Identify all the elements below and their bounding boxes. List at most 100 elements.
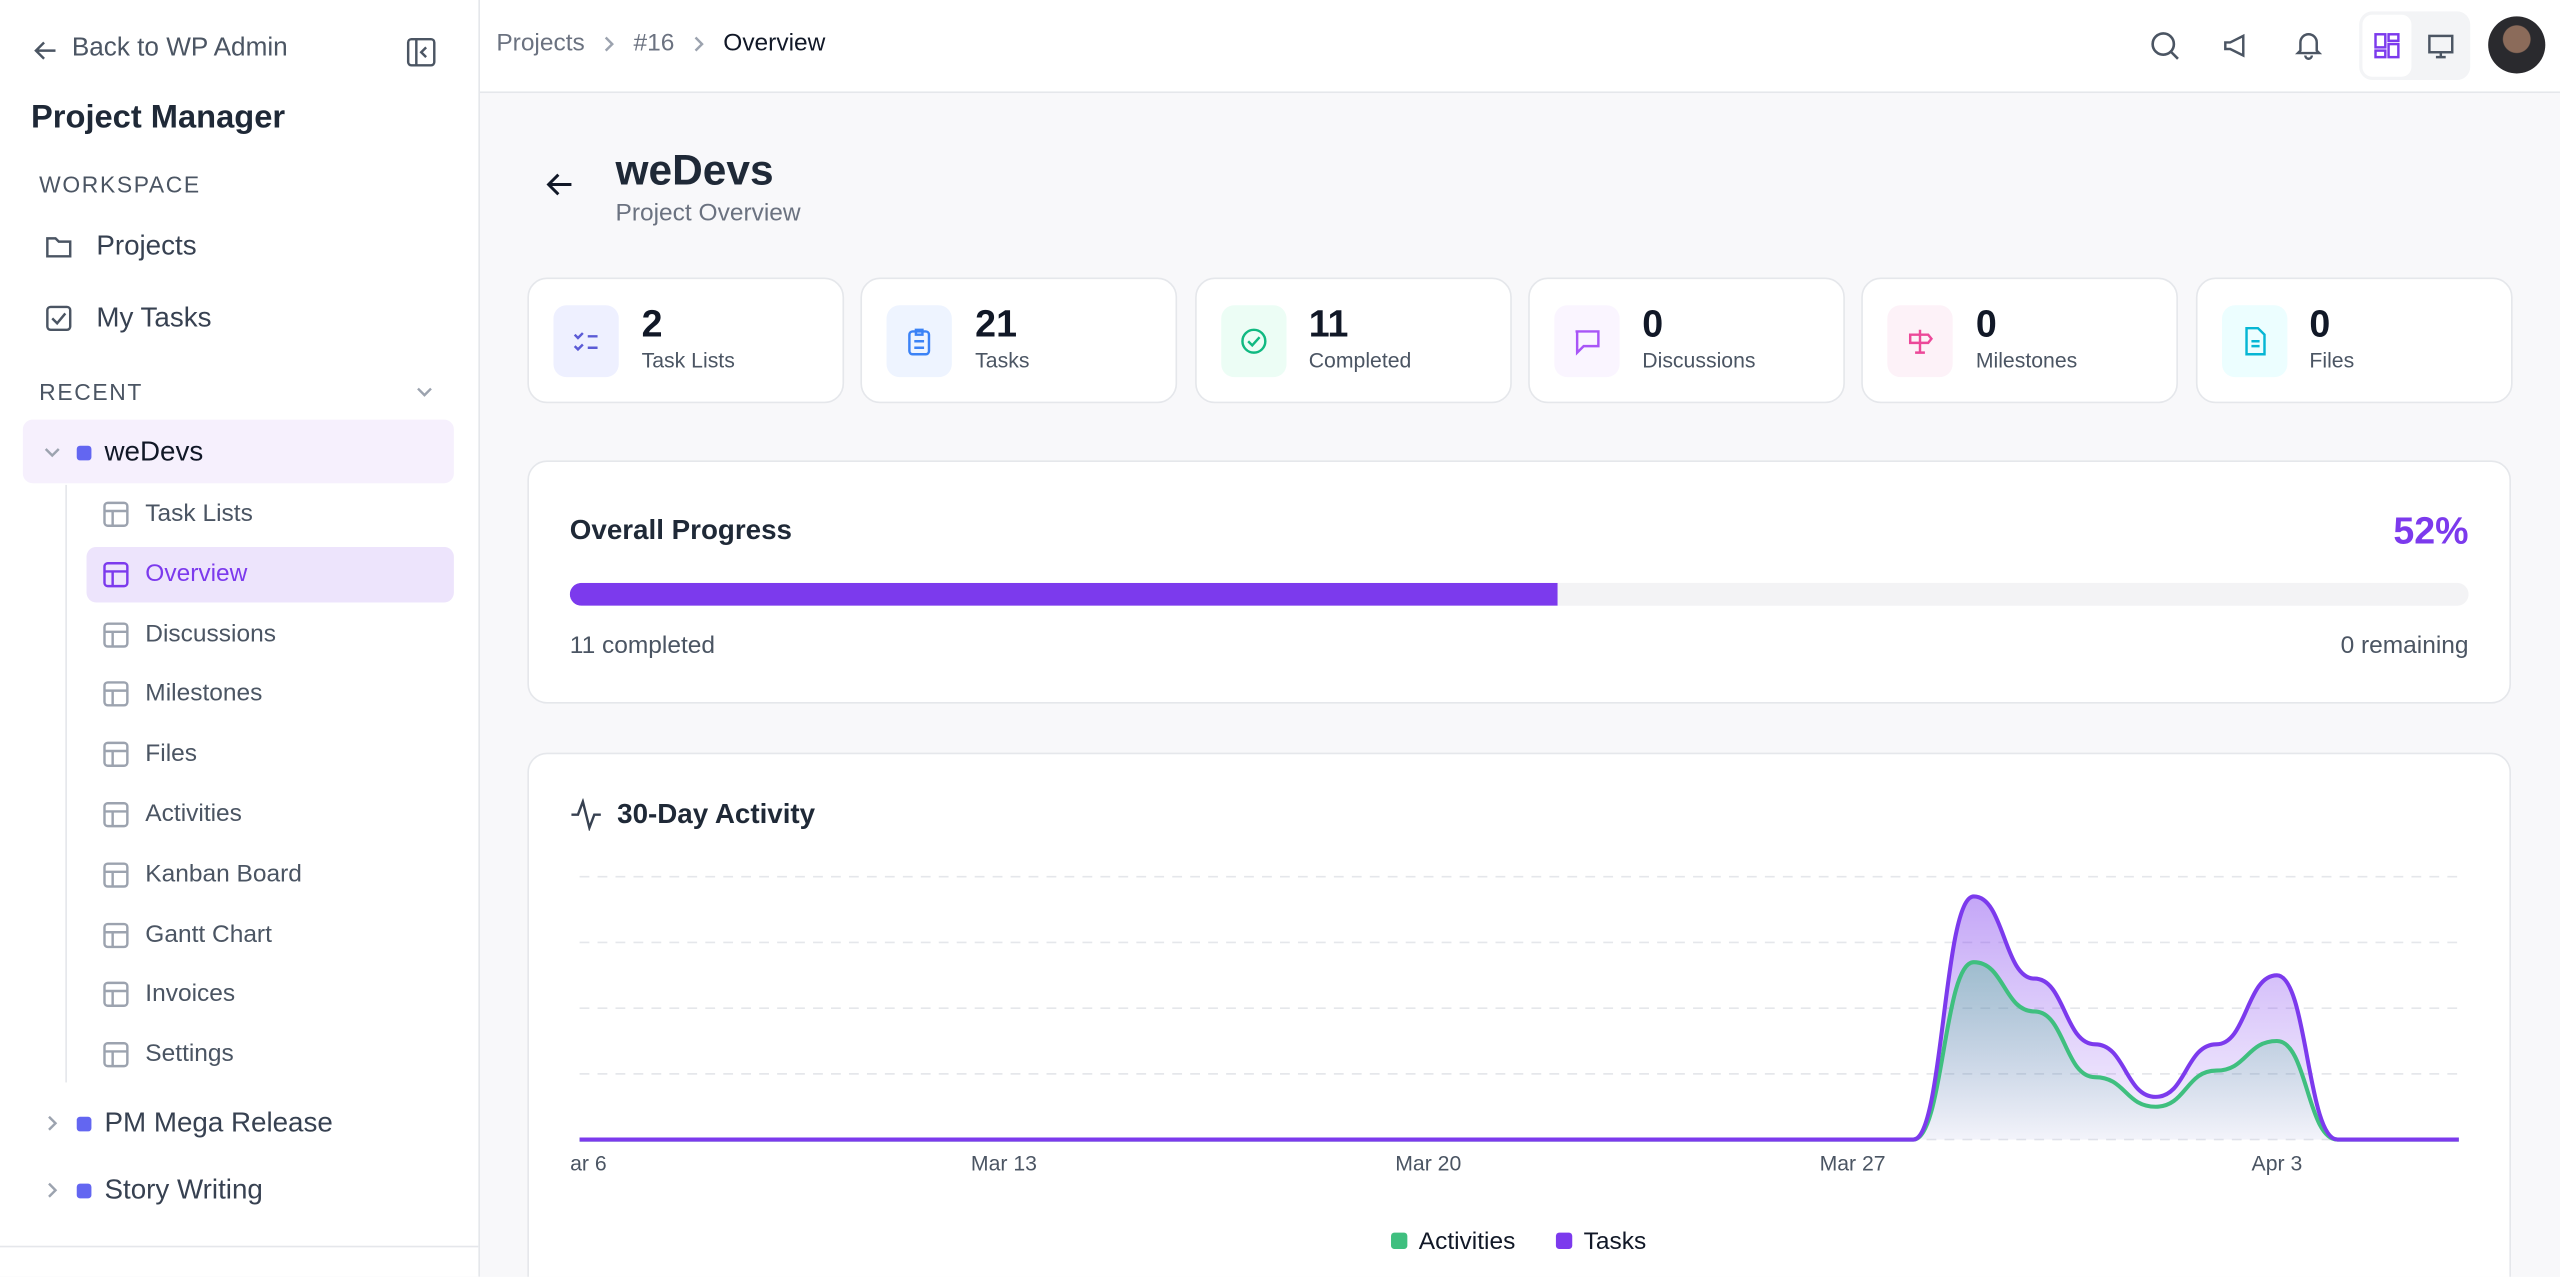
sub-item[interactable]: Discussions	[145, 619, 276, 648]
breadcrumb-item[interactable]: #16	[633, 29, 675, 58]
desktop-icon[interactable]	[2428, 33, 2454, 59]
page-title: weDevs	[615, 145, 774, 195]
page-subtitle: Project Overview	[615, 199, 801, 227]
back-button[interactable]	[545, 170, 574, 199]
stat-value: 0	[1642, 302, 1664, 345]
back-icon	[34, 41, 56, 60]
item-icon	[103, 741, 129, 768]
chevron[interactable]	[415, 382, 435, 402]
separator	[694, 36, 704, 52]
stat-icon	[573, 332, 598, 352]
item-icon	[103, 681, 129, 708]
stat-label: Tasks	[975, 347, 1030, 373]
view-active[interactable]	[2362, 14, 2412, 77]
stat-label: Discussions	[1642, 347, 1756, 373]
stat-value: 11	[1308, 302, 1349, 345]
item-icon	[103, 621, 129, 648]
stat-icon-bg	[1554, 305, 1620, 378]
item-icon	[103, 982, 129, 1008]
nav-icon	[46, 305, 72, 332]
progress-bar	[569, 582, 1558, 606]
project-name[interactable]: Story Writing	[104, 1173, 263, 1205]
stat-value: 21	[975, 302, 1017, 345]
announce-icon[interactable]	[2220, 29, 2253, 62]
x-tick-label: Apr 3	[2252, 1153, 2303, 1176]
avatar[interactable]	[2488, 16, 2546, 74]
legend-swatch	[1555, 1232, 1573, 1249]
sub-item[interactable]: Invoices	[145, 980, 236, 1008]
sub-item[interactable]: Gantt Chart	[145, 920, 272, 948]
x-tick-label: Mar 20	[1395, 1153, 1461, 1176]
stat-label: Milestones	[1975, 347, 2078, 373]
section-label: WORKSPACE	[39, 171, 201, 198]
remaining-label: 0 remaining	[2340, 631, 2469, 660]
x-tick-label: Mar 6	[552, 1153, 606, 1176]
sidebar: Back to WP Admin Project Manager WORKSPA…	[0, 0, 480, 1277]
active-item	[86, 546, 454, 603]
chevron	[48, 1182, 58, 1198]
app-title: Project Manager	[31, 99, 286, 136]
stat-icon-bg	[553, 305, 619, 378]
sub-item[interactable]: Settings	[145, 1040, 234, 1069]
x-tick-label: Mar 13	[971, 1153, 1037, 1176]
stat-label: Task Lists	[641, 347, 735, 373]
search-icon[interactable]	[2149, 29, 2182, 62]
stat-icon	[2244, 326, 2265, 356]
separator	[604, 36, 614, 52]
completed-label: 11 completed	[569, 631, 716, 660]
x-tick-label: Mar 27	[1820, 1153, 1886, 1176]
legend-label: Tasks	[1584, 1228, 1647, 1255]
stat-icon-bg	[1220, 305, 1286, 378]
tree-line	[65, 484, 67, 1083]
chart-title: 30-Day Activity	[617, 798, 816, 830]
progress-title: Overall Progress	[569, 514, 792, 546]
progress-track	[569, 582, 2469, 606]
item-icon	[103, 1042, 129, 1068]
sub-item[interactable]: Kanban Board	[145, 860, 302, 888]
breadcrumb-item[interactable]: Projects	[496, 29, 585, 58]
progress-card	[527, 460, 2512, 704]
divider	[0, 1245, 479, 1248]
chevron	[48, 1115, 58, 1131]
legend-swatch	[1391, 1232, 1408, 1249]
sub-item[interactable]: Overview	[145, 559, 248, 588]
sub-item[interactable]: Task Lists	[145, 499, 253, 528]
stat-icon	[908, 328, 931, 356]
stat-label: Files	[2309, 347, 2355, 373]
project-dot	[76, 1183, 92, 1199]
section-label: RECENT	[39, 378, 143, 405]
item-icon	[103, 862, 129, 888]
grid-view-icon[interactable]	[2374, 33, 2400, 59]
stat-value: 2	[641, 302, 663, 345]
line	[579, 894, 2459, 1142]
item-icon	[103, 802, 129, 828]
sub-item[interactable]: Files	[145, 739, 198, 768]
nav-item[interactable]: My Tasks	[96, 302, 212, 334]
bell-icon[interactable]	[2292, 28, 2325, 61]
chart-card	[527, 752, 2512, 1277]
item-icon	[103, 501, 129, 527]
nav-icon	[46, 237, 72, 258]
stat-label: Completed	[1308, 347, 1412, 373]
collapse-button[interactable]	[406, 37, 436, 67]
legend-label: Activities	[1419, 1228, 1516, 1255]
nav-item[interactable]: Projects	[96, 230, 197, 262]
project-name[interactable]: PM Mega Release	[104, 1106, 333, 1138]
project-dot	[76, 1116, 92, 1132]
item-icon	[103, 561, 129, 588]
project-dot	[76, 445, 92, 461]
project-name[interactable]: weDevs	[104, 435, 204, 467]
chevron	[44, 448, 60, 458]
back-link[interactable]: Back to WP Admin	[71, 34, 288, 63]
item-icon	[103, 922, 129, 948]
topbar: Projects #16 Overview	[479, 0, 2560, 94]
sub-item[interactable]: Activities	[145, 799, 242, 828]
stat-icon	[1575, 330, 1600, 356]
progress-percent: 52%	[2393, 509, 2469, 552]
sub-item[interactable]: Milestones	[145, 679, 263, 708]
stat-icon	[1240, 328, 1266, 354]
area	[579, 962, 2459, 1140]
breadcrumb-item: Overview	[723, 29, 826, 58]
active-project	[22, 419, 454, 484]
